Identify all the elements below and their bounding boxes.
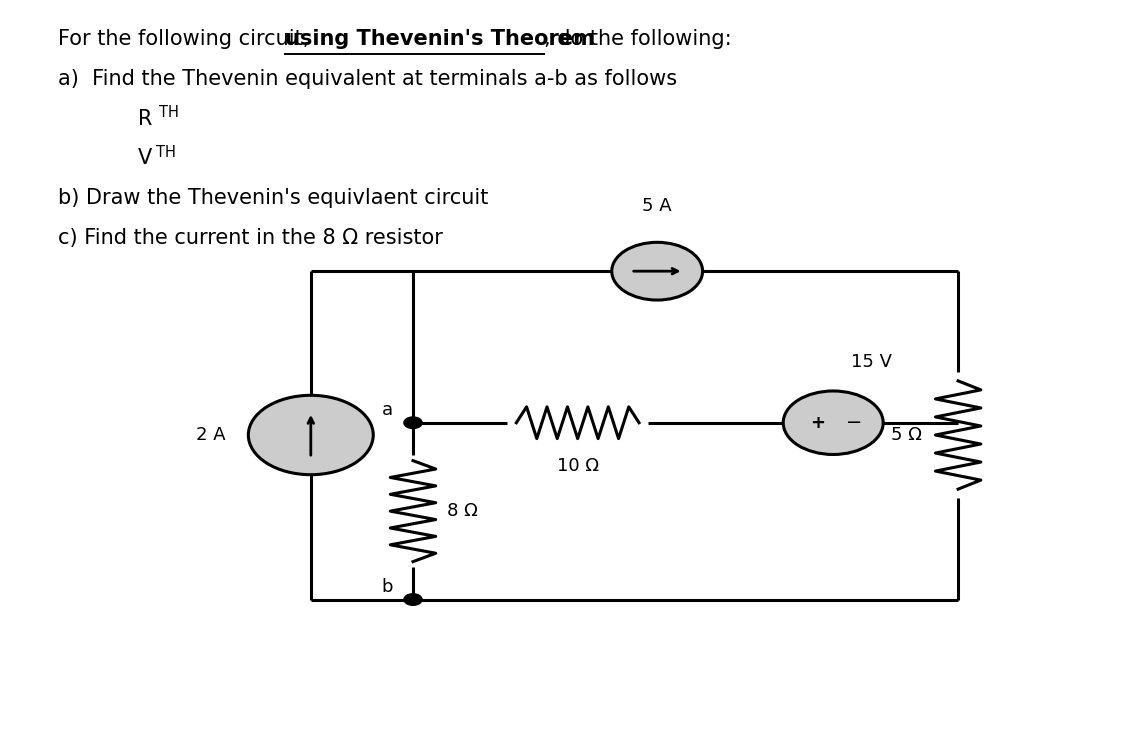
Text: TH: TH (159, 105, 178, 120)
Text: c) Find the current in the 8 Ω resistor: c) Find the current in the 8 Ω resistor (57, 228, 443, 248)
Text: 2 A: 2 A (196, 426, 225, 444)
Circle shape (612, 242, 702, 300)
Text: 10 Ω: 10 Ω (557, 458, 598, 475)
Text: a)  Find the Thevenin equivalent at terminals a-b as follows: a) Find the Thevenin equivalent at termi… (57, 69, 676, 89)
Text: +: + (810, 414, 825, 431)
Text: b) Draw the Thevenin's equivlaent circuit: b) Draw the Thevenin's equivlaent circui… (57, 188, 488, 208)
Circle shape (404, 593, 422, 605)
Circle shape (248, 396, 373, 474)
Text: V: V (138, 148, 152, 169)
Text: For the following circuit,: For the following circuit, (57, 29, 316, 50)
Text: a: a (381, 401, 392, 419)
Text: R: R (138, 109, 152, 128)
Text: 5 A: 5 A (643, 197, 672, 215)
Text: 8 Ω: 8 Ω (447, 502, 478, 520)
Text: 5 Ω: 5 Ω (891, 426, 922, 444)
Text: −: − (847, 413, 863, 432)
Text: 15 V: 15 V (851, 353, 892, 371)
Circle shape (784, 391, 883, 455)
Text: , do the following:: , do the following: (543, 29, 731, 50)
Text: using Thevenin's Theorem: using Thevenin's Theorem (285, 29, 595, 50)
Text: TH: TH (157, 145, 176, 160)
Text: b: b (381, 578, 392, 596)
Circle shape (404, 417, 422, 429)
